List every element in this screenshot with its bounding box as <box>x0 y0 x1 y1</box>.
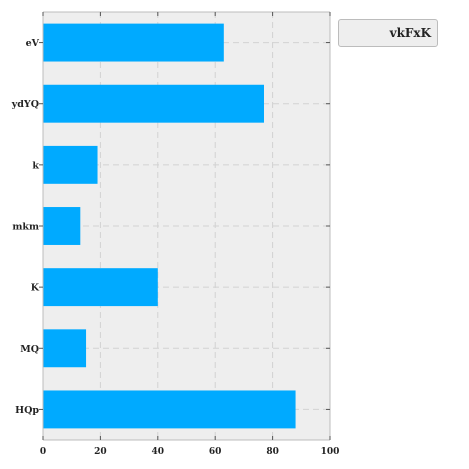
x-tick-label: 80 <box>266 447 279 457</box>
x-tick-label: 0 <box>40 447 46 457</box>
y-tick-label: MQ <box>20 344 39 355</box>
x-tick-label: 20 <box>94 447 107 457</box>
bar-K <box>43 268 158 307</box>
bar-HQp <box>43 390 296 429</box>
y-tick-label: ydYQ <box>11 99 39 110</box>
bar-k <box>43 145 98 184</box>
bar-MQ <box>43 329 87 368</box>
legend-label-series: vkFxK <box>389 26 431 40</box>
x-tick-labels: 0 20 40 60 80 100 <box>40 447 340 457</box>
y-tick-label: K <box>31 283 40 294</box>
y-tick-label: HQp <box>15 405 39 416</box>
bar-eV <box>43 23 224 62</box>
bar-ydYQ <box>43 84 264 123</box>
y-tick-label: k <box>32 160 39 171</box>
y-tick-label: eV <box>26 38 40 49</box>
legend: vkFxK <box>338 19 438 47</box>
bar-mkm <box>43 207 81 245</box>
x-tick-label: 40 <box>152 447 165 457</box>
y-tick-labels: eV ydYQ k mkm K MQ HQp <box>11 38 40 416</box>
y-tick-label: mkm <box>12 222 39 233</box>
x-tick-label: 100 <box>321 447 340 457</box>
axes <box>39 11 331 441</box>
bars <box>43 23 296 429</box>
x-tick-label: 60 <box>209 447 222 457</box>
